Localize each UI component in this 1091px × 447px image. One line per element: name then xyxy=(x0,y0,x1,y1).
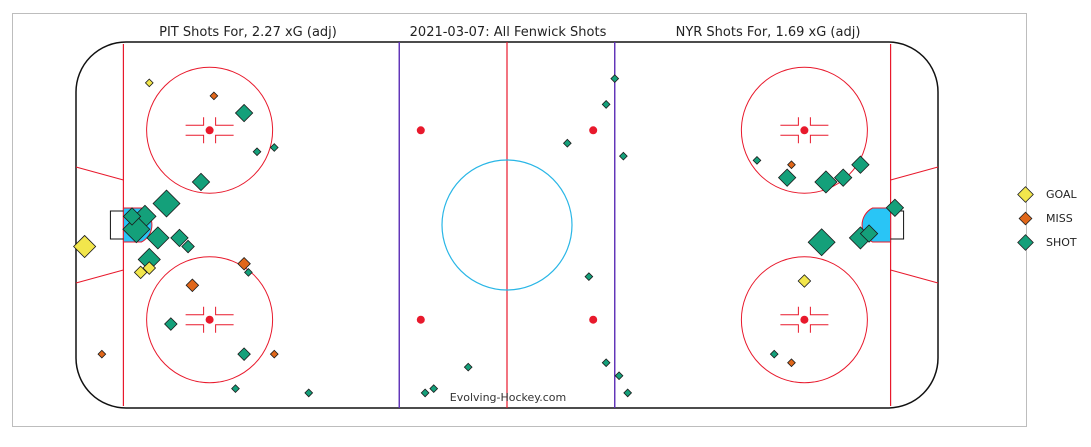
watermark: Evolving-Hockey.com xyxy=(450,391,566,404)
shot-marker-shot xyxy=(601,358,611,368)
shot-marker-goal xyxy=(144,78,154,88)
shot-marker-shot xyxy=(814,170,838,194)
legend-item-goal: GOAL xyxy=(1017,186,1078,203)
shot-marker-shot xyxy=(269,143,279,152)
shot-marker-shot xyxy=(859,224,879,243)
shot-marker-miss xyxy=(209,91,219,101)
shot-marker-shot xyxy=(304,388,314,398)
shot-marker-goal xyxy=(73,234,97,259)
legend-item-shot: SHOT xyxy=(1017,234,1077,251)
legend: GOAL MISS SHOT xyxy=(1017,186,1078,251)
shot-marker-miss xyxy=(185,278,200,293)
shot-marker-miss xyxy=(787,358,796,368)
shot-marker-shot xyxy=(851,155,870,174)
shot-marker-shot xyxy=(614,371,624,381)
shot-marker-shot xyxy=(137,247,161,272)
legend-item-miss: MISS xyxy=(1018,211,1073,226)
shot-marker-shot xyxy=(164,317,178,331)
shot-marker-shot xyxy=(752,156,762,165)
shot-marker-shot xyxy=(252,147,262,157)
trapezoid-line xyxy=(75,269,124,284)
shot-marker-shot xyxy=(610,74,620,83)
shot-marker-shot xyxy=(601,100,611,109)
neutral-zone-dot xyxy=(416,126,425,135)
shot-points xyxy=(73,74,905,398)
faceoff-circle xyxy=(740,66,868,194)
shot-marker-shot xyxy=(420,388,430,398)
shot-marker-shot xyxy=(234,103,254,123)
shot-marker-miss xyxy=(237,256,251,271)
shot-marker-shot xyxy=(885,198,905,217)
shot-marker-shot xyxy=(181,239,195,254)
trapezoid-line xyxy=(75,166,124,181)
neutral-zone-dot xyxy=(589,126,598,135)
shot-marker-shot xyxy=(237,347,251,361)
shot-marker-shot xyxy=(244,267,253,277)
neutral-zone-dot xyxy=(416,315,425,324)
rink-surface xyxy=(75,41,939,409)
legend-label-miss: MISS xyxy=(1046,212,1073,225)
center-circle xyxy=(441,159,573,291)
faceoff-dot xyxy=(800,315,809,324)
shot-marker-goal xyxy=(797,274,812,288)
goal-net-left xyxy=(109,210,124,240)
trapezoid-line xyxy=(890,166,939,181)
trapezoid-line xyxy=(890,269,939,284)
faceoff-hash-marks xyxy=(780,306,829,333)
shot-marker-shot xyxy=(231,384,240,394)
shot-marker-shot xyxy=(777,168,797,187)
shot-marker-shot xyxy=(429,384,439,394)
legend-label-shot: SHOT xyxy=(1046,236,1077,249)
shot-marker-miss xyxy=(787,160,796,170)
faceoff-dot xyxy=(205,126,214,135)
shot-marker-shot xyxy=(807,228,836,257)
faceoff-circle xyxy=(146,66,274,194)
chart-title: 2021-03-07: All Fenwick Shots xyxy=(410,25,607,40)
faceoff-hash-marks xyxy=(185,306,234,333)
shot-marker-shot xyxy=(191,172,211,192)
shot-marker-shot xyxy=(618,151,628,161)
shot-marker-shot xyxy=(463,362,473,372)
shot-marker-miss xyxy=(97,349,107,359)
faceoff-dot xyxy=(800,126,809,135)
neutral-zone-dot xyxy=(589,315,598,324)
faceoff-hash-marks xyxy=(780,117,829,144)
shot-marker-miss xyxy=(269,349,279,359)
faceoff-dot xyxy=(205,315,214,324)
left-team-title: PIT Shots For, 2.27 xG (adj) xyxy=(159,25,337,40)
shot-marker-goal xyxy=(142,261,157,275)
shot-marker-shot xyxy=(146,226,170,250)
faceoff-hash-marks xyxy=(185,117,234,144)
legend-label-goal: GOAL xyxy=(1046,188,1078,201)
shot-marker-shot xyxy=(562,138,572,148)
shot-marker-shot xyxy=(833,168,853,187)
shot-marker-shot xyxy=(170,228,189,248)
shot-marker-shot xyxy=(623,388,633,398)
shot-marker-shot xyxy=(584,272,594,282)
shot-marker-shot xyxy=(122,207,142,226)
shot-marker-shot xyxy=(769,349,779,359)
faceoff-circle xyxy=(740,256,868,384)
faceoff-circle xyxy=(146,256,274,384)
shot-marker-shot xyxy=(152,189,181,218)
right-team-title: NYR Shots For, 1.69 xG (adj) xyxy=(676,25,861,40)
